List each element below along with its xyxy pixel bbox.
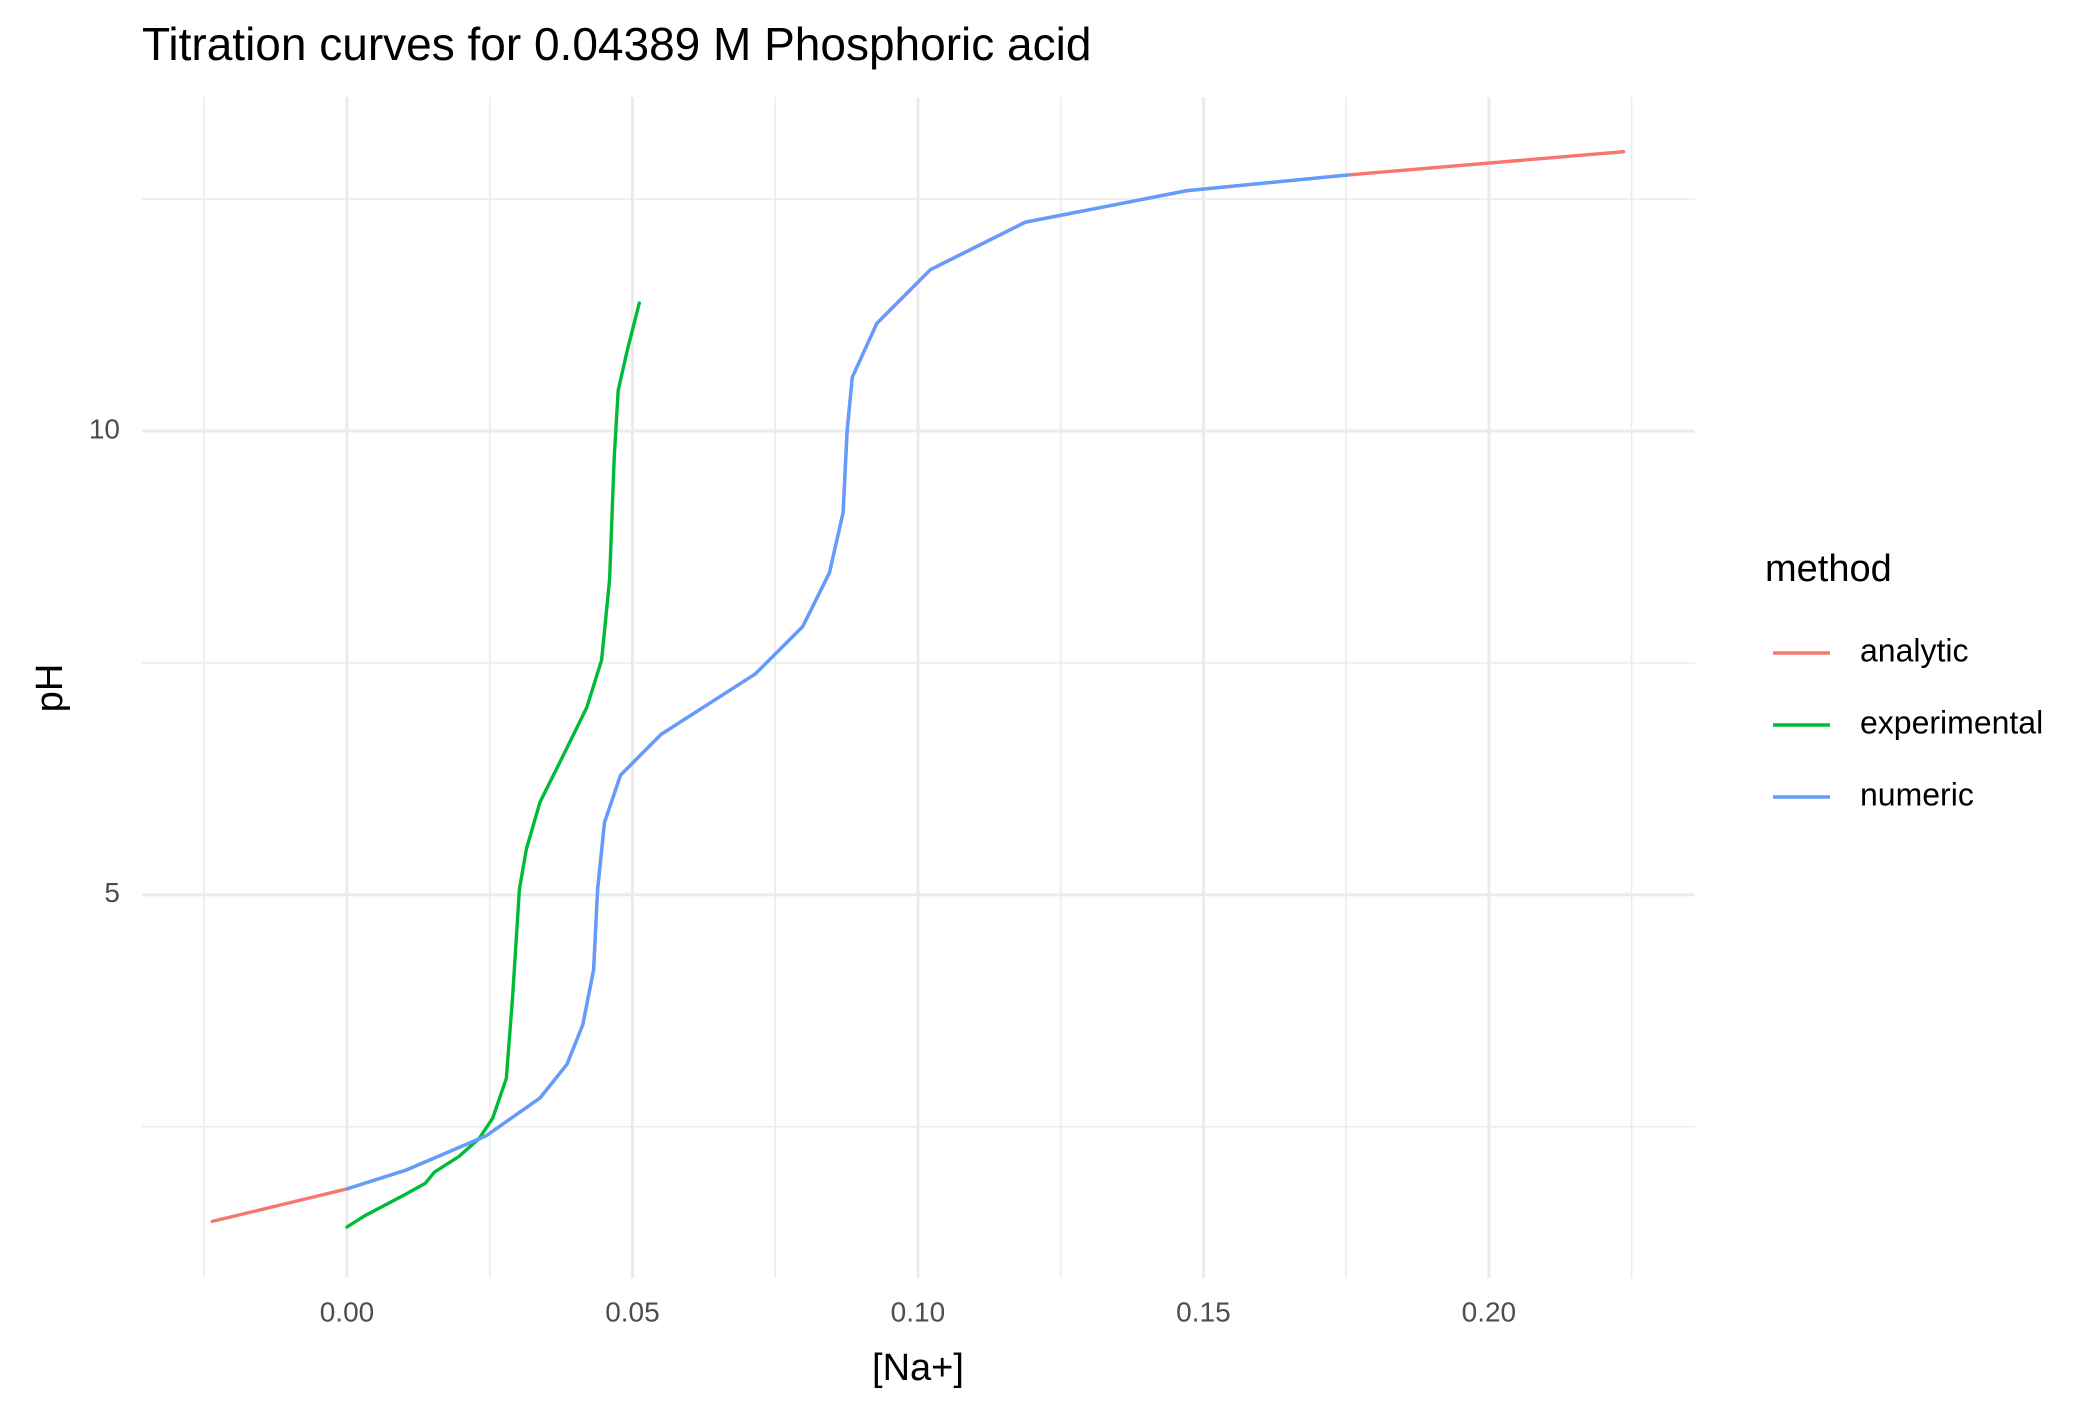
legend-label: analytic (1860, 632, 1969, 668)
x-tick-label: 0.00 (320, 1296, 375, 1327)
legend-label: numeric (1860, 776, 1974, 812)
x-tick-label: 0.10 (891, 1296, 946, 1327)
x-tick-label: 0.20 (1462, 1296, 1517, 1327)
legend-label: experimental (1860, 704, 2043, 740)
line (345, 173, 1351, 1191)
chart-title: Titration curves for 0.04389 M Phosphori… (142, 18, 1091, 70)
legend-title: method (1765, 548, 1892, 590)
x-tick-label: 0.15 (1176, 1296, 1231, 1327)
x-axis-label: [Na+] (872, 1347, 964, 1389)
line (345, 301, 641, 1229)
y-tick-label: 5 (104, 877, 120, 908)
y-tick-label: 10 (89, 413, 120, 444)
y-axis-label: pH (29, 664, 71, 713)
x-tick-label: 0.05 (605, 1296, 660, 1327)
